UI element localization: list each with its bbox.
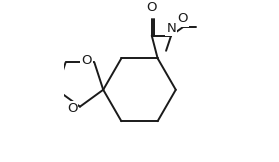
Text: O: O — [81, 54, 92, 67]
Text: O: O — [178, 12, 188, 25]
Text: O: O — [67, 102, 78, 115]
Text: O: O — [146, 1, 157, 14]
Text: N: N — [166, 22, 176, 35]
